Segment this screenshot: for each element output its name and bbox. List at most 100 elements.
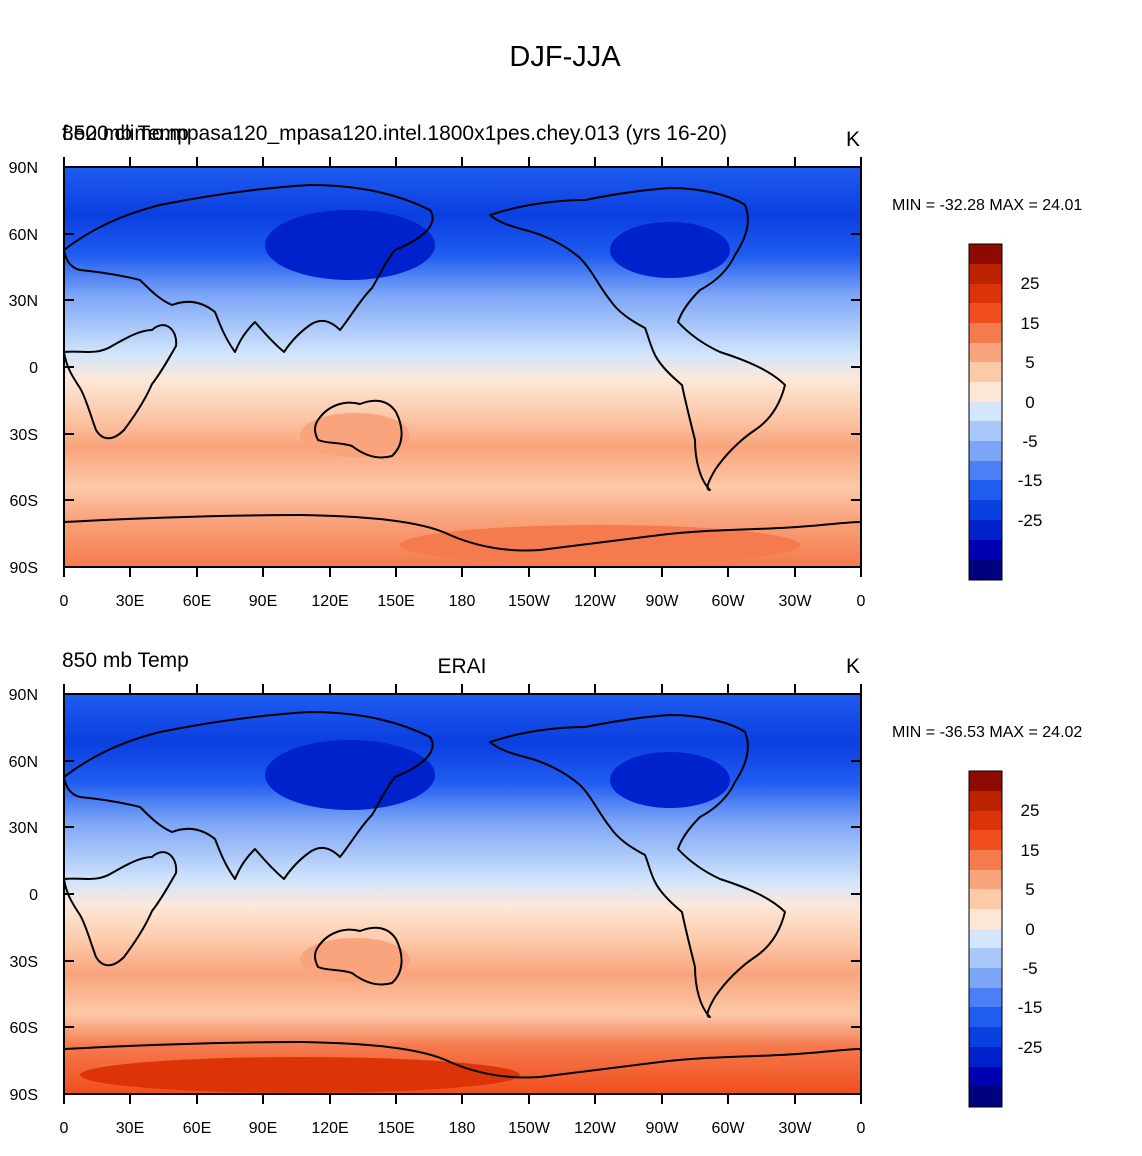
colorbar-label: -15 bbox=[1018, 471, 1043, 490]
lon-label: 30E bbox=[116, 593, 144, 610]
lon-label: 60W bbox=[712, 1120, 746, 1137]
coastline-africa bbox=[63, 851, 178, 967]
lon-label: 90W bbox=[646, 1120, 680, 1137]
lon-label: 60W bbox=[712, 593, 746, 610]
lat-label: 30N bbox=[9, 820, 38, 837]
colorbar-box bbox=[969, 1007, 1002, 1027]
lat-label: 90S bbox=[10, 1087, 38, 1104]
colorbar-label: 5 bbox=[1025, 880, 1034, 899]
lon-label: 150W bbox=[508, 593, 551, 610]
lat-label: 90S bbox=[10, 560, 38, 577]
colorbar-box bbox=[969, 540, 1002, 559]
lon-label: 0 bbox=[60, 1120, 69, 1137]
colorbar-box bbox=[969, 303, 1002, 323]
lon-label: 0 bbox=[857, 593, 866, 610]
colorbar-frame bbox=[968, 243, 1003, 581]
coastline-antarctica bbox=[63, 513, 862, 552]
colorbar-box bbox=[969, 1067, 1002, 1086]
colorbar-box bbox=[969, 909, 1002, 929]
lon-ticks bbox=[63, 157, 862, 577]
lon-label: 120E bbox=[311, 1120, 348, 1137]
panel-units: K bbox=[846, 655, 860, 678]
lat-label: 60N bbox=[9, 227, 38, 244]
lon-label: 30E bbox=[116, 1120, 144, 1137]
lon-label: 90E bbox=[249, 1120, 277, 1137]
colorbar-box bbox=[969, 500, 1002, 520]
lon-label: 30W bbox=[779, 1120, 813, 1137]
cold-core-asia bbox=[265, 740, 435, 810]
panel-center-title: ERAI bbox=[437, 655, 486, 678]
colorbar-label: -5 bbox=[1022, 432, 1037, 451]
coastlines bbox=[63, 324, 178, 440]
page-title: DJF-JJA bbox=[509, 41, 621, 73]
colorbar-box bbox=[969, 382, 1002, 402]
colorbar-frame bbox=[968, 770, 1003, 1108]
lat-label: 30N bbox=[9, 293, 38, 310]
coastline-antarctica bbox=[63, 1040, 862, 1079]
colorbar-label: -25 bbox=[1018, 511, 1043, 530]
coastline-eurasia bbox=[63, 184, 434, 353]
colorbar-box bbox=[969, 850, 1002, 870]
coastline-australia bbox=[314, 399, 403, 459]
warm-antarctica bbox=[80, 1057, 520, 1093]
panel-units: K bbox=[846, 128, 860, 151]
colorbar-label: -5 bbox=[1022, 959, 1037, 978]
lon-label: 120W bbox=[574, 1120, 617, 1137]
colorbar-box bbox=[969, 421, 1002, 441]
coastline-eurasia bbox=[63, 711, 434, 880]
lon-label: 150E bbox=[377, 593, 414, 610]
colorbar-box bbox=[969, 929, 1002, 948]
panel-variable-label: 850 mb Temp bbox=[62, 649, 189, 672]
coastline-americas bbox=[489, 187, 786, 491]
colorbar-box bbox=[969, 323, 1002, 343]
cold-core-north-america bbox=[610, 752, 730, 808]
colorbar-box bbox=[969, 343, 1002, 362]
colorbar-label: 0 bbox=[1025, 393, 1034, 412]
colorbar-label: 15 bbox=[1021, 841, 1040, 860]
colorbar-box bbox=[969, 1086, 1002, 1107]
colorbar-box bbox=[969, 520, 1002, 540]
lat-label: 60S bbox=[10, 493, 38, 510]
lon-label: 30W bbox=[779, 593, 813, 610]
cold-core-north-america bbox=[610, 222, 730, 278]
colorbar-label: 0 bbox=[1025, 920, 1034, 939]
colorbar-box bbox=[969, 1047, 1002, 1067]
map-panel-top: 850 mb Temp f.e20.climo.mpasa120_mpasa12… bbox=[9, 122, 1083, 610]
colorbar: 25 15 5 0 -5 -15 -25 bbox=[968, 243, 1043, 581]
colorbar-label: 15 bbox=[1021, 314, 1040, 333]
colorbar-box bbox=[969, 968, 1002, 988]
lon-labels: 0 30E 60E 90E 120E 150E 180 150W 120W 90… bbox=[60, 593, 866, 610]
panel-variable-label: 850 mb Temp bbox=[62, 122, 189, 145]
lat-ticks bbox=[64, 693, 861, 1095]
lon-ticks bbox=[63, 684, 862, 1104]
lat-label: 90N bbox=[9, 687, 38, 704]
lon-label: 0 bbox=[60, 593, 69, 610]
colorbar-box bbox=[969, 461, 1002, 480]
colorbar-box bbox=[969, 870, 1002, 889]
colorbar-box bbox=[969, 889, 1002, 909]
temperature-field bbox=[64, 167, 861, 567]
temperature-field bbox=[64, 694, 861, 1094]
cold-core-asia bbox=[265, 210, 435, 280]
lat-ticks bbox=[64, 166, 861, 568]
lon-label: 150W bbox=[508, 1120, 551, 1137]
warm-anomaly-australia bbox=[300, 413, 410, 457]
colorbar-box bbox=[969, 830, 1002, 850]
coastline-americas bbox=[489, 714, 786, 1018]
lat-label: 0 bbox=[29, 887, 38, 904]
colorbar-box bbox=[969, 362, 1002, 382]
colorbar-box bbox=[969, 441, 1002, 461]
colorbar-box bbox=[969, 284, 1002, 303]
colorbar-box bbox=[969, 480, 1002, 500]
lat-label: 30S bbox=[10, 954, 38, 971]
lon-label: 150E bbox=[377, 1120, 414, 1137]
lon-label: 0 bbox=[857, 1120, 866, 1137]
colorbar-label: 25 bbox=[1021, 274, 1040, 293]
colorbar-label: -15 bbox=[1018, 998, 1043, 1017]
lat-labels: 90N 60N 30N 0 30S 60S 90S bbox=[9, 160, 38, 577]
lat-label: 90N bbox=[9, 160, 38, 177]
colorbar-box bbox=[969, 948, 1002, 968]
lon-label: 90E bbox=[249, 593, 277, 610]
colorbar-box bbox=[969, 988, 1002, 1007]
lat-label: 60S bbox=[10, 1020, 38, 1037]
